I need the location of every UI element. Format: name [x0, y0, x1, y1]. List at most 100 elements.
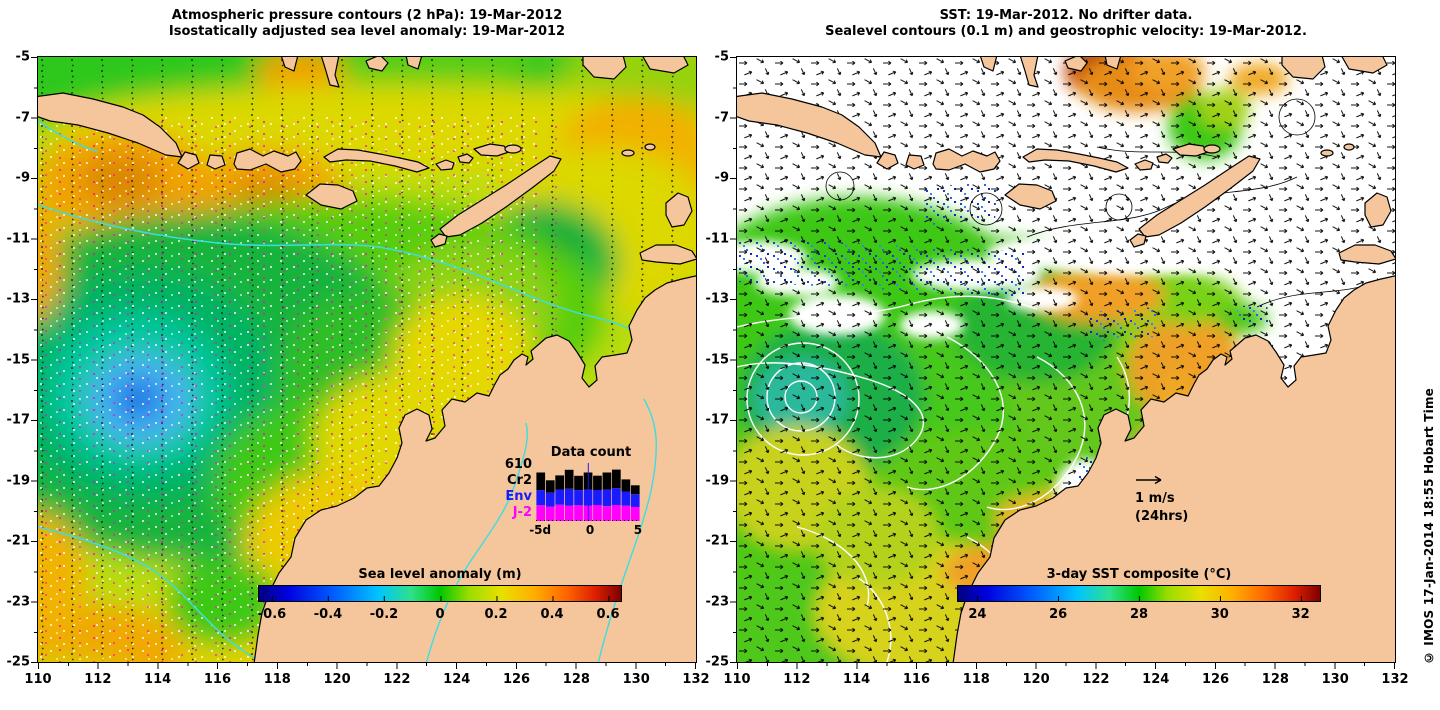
tick-label: 126 — [1201, 672, 1230, 687]
sla-x-major-ticks — [38, 663, 696, 669]
sst-y-minor-ticks — [733, 57, 736, 663]
tick-label: 110 — [723, 672, 751, 687]
tick-label: 114 — [843, 672, 871, 687]
tick-label: -13 — [6, 291, 31, 307]
sla-map — [38, 57, 696, 662]
sla-title-line2: Isostatically adjusted sea level anomaly… — [168, 24, 566, 39]
sla-title: Atmospheric pressure contours (2 hPa): 1… — [38, 8, 696, 40]
sla-y-axis-labels: -5 -7 -9 -11 -13 -15 -17 -19 -21 -23 -25 — [0, 50, 33, 670]
sla-x-axis-labels: 110 112 114 116 118 120 122 124 126 128 130 132 — [24, 672, 709, 690]
tick-label: 126 — [502, 672, 531, 687]
river-lines — [425, 398, 657, 662]
velocity-scale-speed: 1 m/s — [1135, 491, 1175, 506]
sla-title-line1: Atmospheric pressure contours (2 hPa): 1… — [171, 8, 563, 23]
tick-label: 116 — [902, 672, 931, 687]
tick-label: -19 — [6, 473, 31, 488]
sst-x-major-ticks — [737, 663, 1395, 669]
sst-panel: 1 m/s (24hrs) 3-day SST composite (°C) 2… — [736, 56, 1396, 663]
sla-colorbar-gradient — [258, 585, 622, 602]
data-count-label-env: Env — [505, 489, 532, 504]
tick-label: 120 — [323, 672, 351, 687]
velocity-scale-period: (24hrs) — [1135, 509, 1189, 524]
sst-x-axis-labels: 110 112 114 116 118 120 122 124 126 128 130 132 — [723, 672, 1408, 690]
sla-colorbar-ticks: -0.6 -0.4 -0.2 0 0.2 0.4 0.6 — [257, 596, 622, 624]
tick-label: 112 — [84, 672, 112, 687]
tick-label: 110 — [24, 672, 52, 687]
data-count-label-j2: J-2 — [512, 505, 532, 520]
sla-x-minor-ticks — [38, 663, 696, 666]
tick-label: 118 — [263, 672, 291, 687]
tick-label: 118 — [962, 672, 990, 687]
tick-label: -0.6 — [257, 596, 287, 622]
tick-label: -0.2 — [369, 596, 399, 622]
tick-label: -23 — [6, 594, 31, 609]
data-count-title: Data count — [550, 445, 632, 460]
sla-panel: 610 Cr2 Env J-2 Data count -5d 0 5 Sea l… — [37, 56, 697, 663]
copyright-watermark: © IMOS 17-Jan-2014 18:55 Hobart Time — [1422, 387, 1436, 664]
sst-y-axis-labels: -5 -7 -9 -11 -13 -15 -17 -19 -21 -23 -25 — [699, 50, 732, 670]
sst-title-line1: SST: 19-Mar-2012. No drifter data. — [939, 8, 1193, 23]
data-count-label-cr2: Cr2 — [507, 473, 532, 488]
tick-label: -7 — [15, 110, 30, 125]
tick-label: 120 — [1022, 672, 1050, 687]
sst-map — [737, 57, 1395, 662]
sst-colorbar: 3-day SST composite (°C) 24 26 28 30 32 — [957, 567, 1321, 624]
tick-label: -7 — [714, 110, 729, 125]
data-count-inset: 610 Cr2 Env J-2 Data count -5d 0 5 — [488, 445, 654, 543]
tick-label: -9 — [15, 170, 30, 186]
tick-label: -21 — [6, 533, 31, 549]
tick-label: 0.6 — [596, 596, 620, 622]
sla-y-minor-ticks — [34, 57, 37, 663]
sst-title: SST: 19-Mar-2012. No drifter data. Seale… — [737, 8, 1395, 40]
tick-label: 132 — [1381, 672, 1409, 687]
tick-label: -0.4 — [313, 596, 343, 622]
tick-label: -25 — [705, 654, 730, 670]
tick-label: -17 — [6, 412, 31, 428]
tick-label: -23 — [705, 594, 730, 609]
tick-label: -5 — [15, 49, 30, 65]
tick-label: 124 — [1142, 672, 1170, 687]
tick-label: -17 — [705, 412, 730, 428]
tick-label: 32 — [1291, 596, 1310, 622]
data-count-ymax: 610 — [504, 457, 532, 472]
sla-colorbar-label: Sea level anomaly (m) — [358, 567, 522, 582]
velocity-arrow-icon — [1136, 475, 1162, 485]
sst-colorbar-ticks: 24 26 28 30 32 — [957, 596, 1321, 624]
tick-label: 0 — [435, 596, 445, 622]
sst-colorbar-label: 3-day SST composite (°C) — [1046, 567, 1232, 582]
tick-label: -11 — [705, 231, 730, 246]
tick-label: -25 — [6, 654, 31, 670]
tick-label: 132 — [682, 672, 710, 687]
tick-label: 128 — [1261, 672, 1289, 687]
tick-label: 112 — [783, 672, 811, 687]
tick-label: 116 — [203, 672, 232, 687]
tick-label: 130 — [622, 672, 650, 687]
sst-title-line2: Sealevel contours (0.1 m) and geostrophi… — [825, 24, 1307, 39]
tick-label: 0.2 — [484, 596, 508, 622]
tick-label: -11 — [6, 231, 31, 246]
tick-label: 128 — [562, 672, 590, 687]
tick-label: -5 — [714, 49, 729, 65]
data-count-bars — [536, 463, 640, 521]
tick-label: -21 — [705, 533, 730, 549]
tick-label: 122 — [1082, 672, 1110, 687]
tick-label: -9 — [714, 170, 729, 186]
sla-colorbar: Sea level anomaly (m) -0.6 -0.4 -0.2 0 0.2 0.… — [258, 567, 622, 624]
sst-x-minor-ticks — [737, 663, 1395, 666]
tick-label: 130 — [1321, 672, 1349, 687]
tick-label: -15 — [6, 352, 31, 367]
tick-label: 30 — [1210, 596, 1229, 622]
tick-label: 124 — [443, 672, 471, 687]
data-count-series-labels: 610 Cr2 Env J-2 — [488, 457, 532, 521]
velocity-scale-legend: 1 m/s (24hrs) — [1135, 472, 1215, 526]
tick-label: 114 — [144, 672, 172, 687]
tick-label: 122 — [383, 672, 411, 687]
tick-label: 26 — [1049, 596, 1068, 622]
data-count-x-axis: -5d 0 5 — [529, 523, 643, 537]
tick-label: 24 — [968, 596, 987, 622]
tick-label: -19 — [705, 473, 730, 488]
tick-label: 28 — [1129, 596, 1149, 622]
tick-label: 0.4 — [540, 596, 564, 622]
tick-label: -13 — [705, 291, 730, 307]
